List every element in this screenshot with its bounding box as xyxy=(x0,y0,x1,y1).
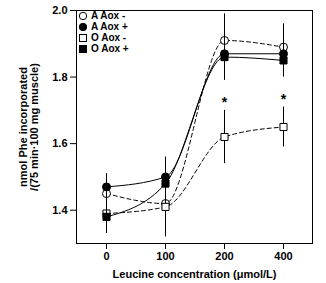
svg-text:*: * xyxy=(222,94,228,110)
svg-text:nmol Phe incorporated/(75 min·: nmol Phe incorporated/(75 min·100 mg mus… xyxy=(17,63,40,191)
html-text:A Aox +: A Aox + xyxy=(91,21,128,32)
svg-text:100: 100 xyxy=(156,250,174,262)
html-text:A Aox -: A Aox - xyxy=(91,10,126,21)
svg-text:0: 0 xyxy=(103,250,109,262)
svg-text:1.8: 1.8 xyxy=(52,71,67,83)
svg-text:1.4: 1.4 xyxy=(52,204,68,216)
svg-text:2.0: 2.0 xyxy=(52,4,67,16)
svg-text:400: 400 xyxy=(274,250,292,262)
svg-text:1.6: 1.6 xyxy=(52,137,67,149)
svg-text:*: * xyxy=(281,91,287,107)
html-text:O Aox +: O Aox + xyxy=(91,43,129,54)
html-text:O Aox -: O Aox - xyxy=(91,32,127,43)
svg-text:200: 200 xyxy=(215,250,233,262)
svg-text:Leucine concentration (μmol/L): Leucine concentration (μmol/L) xyxy=(113,268,277,280)
